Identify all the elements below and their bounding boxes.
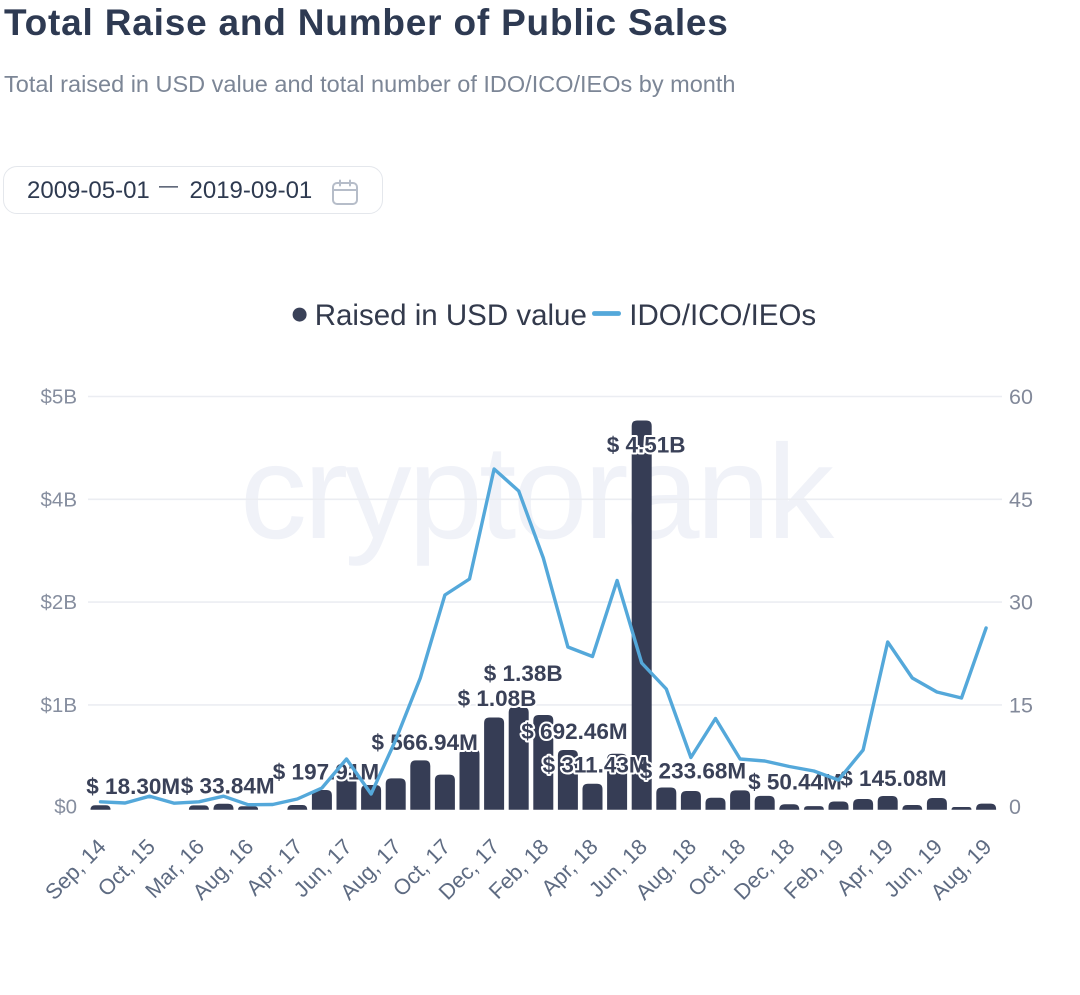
- svg-text:$5B: $5B: [41, 386, 77, 409]
- svg-text:$ 50.44M: $ 50.44M: [748, 770, 842, 795]
- svg-text:$ 233.68M: $ 233.68M: [640, 759, 746, 784]
- svg-text:$4B: $4B: [41, 488, 77, 511]
- svg-text:IDO/ICO/IEOs: IDO/ICO/IEOs: [629, 299, 816, 332]
- svg-text:$ 233.68M: $ 233.68M: [640, 759, 746, 784]
- svg-text:$ 692.46M: $ 692.46M: [521, 719, 627, 744]
- svg-text:$ 1.08B: $ 1.08B: [458, 686, 537, 711]
- svg-text:$ 4.51B: $ 4.51B: [607, 433, 686, 458]
- svg-text:$ 566.94M: $ 566.94M: [372, 730, 478, 755]
- svg-text:$ 311.43M: $ 311.43M: [543, 753, 648, 778]
- svg-text:$2B: $2B: [41, 591, 77, 614]
- svg-text:$ 145.08M: $ 145.08M: [840, 766, 946, 791]
- svg-text:$ 566.94M: $ 566.94M: [372, 730, 478, 755]
- svg-text:$ 1.08B: $ 1.08B: [458, 686, 537, 711]
- svg-text:$ 692.46M: $ 692.46M: [521, 719, 627, 744]
- svg-text:$ 18.30M: $ 18.30M: [86, 774, 180, 799]
- svg-text:$ 145.08M: $ 145.08M: [840, 766, 946, 791]
- svg-text:$ 1.38B: $ 1.38B: [484, 661, 563, 686]
- svg-text:$1B: $1B: [41, 694, 77, 717]
- svg-text:60: 60: [1009, 385, 1033, 409]
- svg-text:$ 33.84M: $ 33.84M: [181, 774, 275, 799]
- svg-text:Sep, 14: Sep, 14: [40, 834, 111, 905]
- svg-text:45: 45: [1009, 488, 1033, 512]
- svg-text:$ 50.44M: $ 50.44M: [748, 770, 842, 795]
- svg-text:$ 1.38B: $ 1.38B: [484, 661, 563, 686]
- svg-text:Raised in USD value: Raised in USD value: [315, 299, 587, 332]
- svg-text:$ 311.43M: $ 311.43M: [543, 753, 648, 778]
- svg-text:$0: $0: [54, 796, 77, 819]
- svg-text:30: 30: [1009, 591, 1033, 615]
- svg-text:$ 4.51B: $ 4.51B: [607, 433, 686, 458]
- svg-text:15: 15: [1009, 693, 1033, 717]
- svg-text:$ 33.84M: $ 33.84M: [181, 774, 275, 799]
- svg-text:$ 18.30M: $ 18.30M: [86, 774, 180, 799]
- svg-text:0: 0: [1009, 795, 1021, 819]
